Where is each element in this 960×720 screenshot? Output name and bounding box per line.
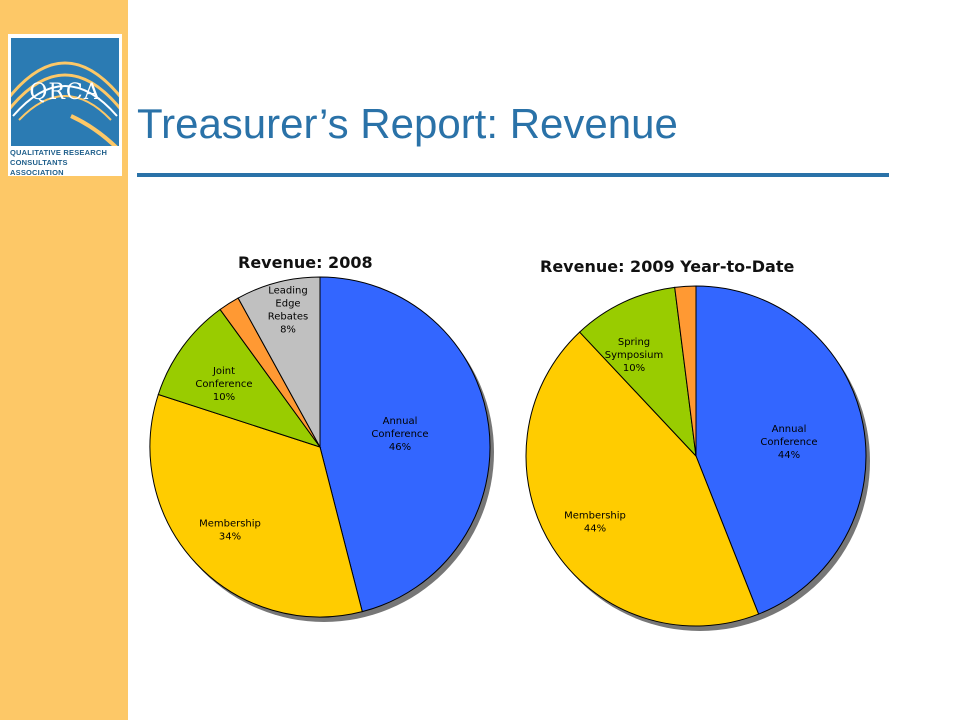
logo-wordmark: QRCA — [29, 80, 101, 105]
pie-label-membership: Membership 44% — [564, 511, 626, 535]
chart-title-2009: Revenue: 2009 Year-to-Date — [540, 257, 795, 276]
logo-subtitle-line2: CONSULTANTS ASSOCIATION — [10, 158, 68, 177]
slide-title: Treasurer’s Report: Revenue — [137, 100, 678, 147]
logo-arcs-icon — [11, 61, 119, 146]
pie-slice-unlabeled — [674, 285, 697, 457]
pie-label-annual-conference: Annual Conference 46% — [371, 416, 428, 453]
logo-subtitle-line1: QUALITATIVE RESEARCH — [10, 148, 108, 157]
pie-slice-annual-conference — [319, 276, 491, 613]
pie-slice-membership — [525, 331, 760, 627]
pie-slice-joint-conference — [157, 308, 322, 448]
chart-title-2008: Revenue: 2008 — [238, 253, 373, 272]
qrca-logo: QRCA QUALITATIVE RESEARCH CONSULTANTS AS… — [8, 34, 122, 178]
title-divider — [137, 173, 889, 177]
pie-slice-leading-edge-rebates — [237, 276, 321, 448]
logo-subtitle: QUALITATIVE RESEARCH CONSULTANTS ASSOCIA… — [10, 148, 122, 178]
pie-label-spring-symposium: Spring Symposium 10% — [605, 337, 664, 374]
pie-label-leading-edge-rebates: Leading Edge Rebates 8% — [268, 286, 308, 336]
pie-label-membership: Membership 34% — [199, 519, 261, 543]
pie-label-annual-conference: Annual Conference 44% — [760, 424, 817, 461]
pie-slice-membership — [149, 393, 363, 618]
pie-slice-spring-symposium — [578, 286, 697, 458]
pie-label-joint-conference: Joint Conference 10% — [195, 366, 252, 403]
pie-slice-annual-conference — [695, 285, 867, 615]
logo-mark: QRCA — [11, 38, 119, 146]
